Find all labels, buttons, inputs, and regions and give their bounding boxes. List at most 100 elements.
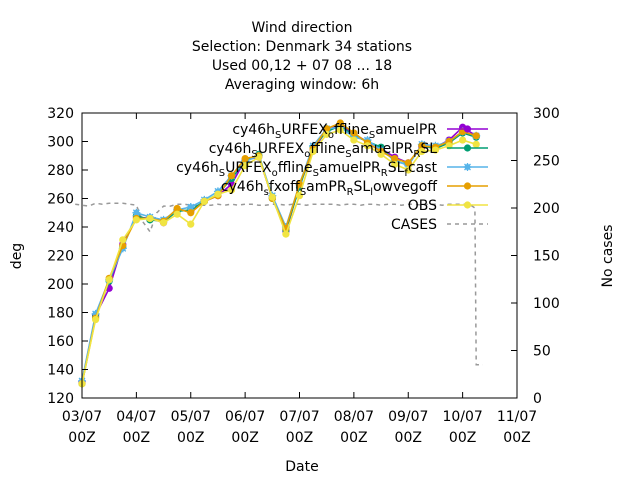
- legend-entry-label: CASES: [391, 217, 437, 233]
- series-cy46h-surfex-offline-samuelpr-rsl-fcast-point: [463, 163, 472, 171]
- series-layer: [75, 119, 483, 388]
- title-line: Used 00,12 + 07 08 ... 18: [212, 58, 392, 74]
- y-tick-label: 180: [47, 306, 74, 322]
- x-axis-label: Date: [285, 459, 318, 475]
- x-tick-label-date: 03/07: [62, 409, 102, 425]
- series-obs-point: [459, 136, 467, 144]
- title-line: Selection: Denmark 34 stations: [192, 39, 412, 55]
- series-obs-point: [350, 136, 358, 144]
- series-cy46h-surfex-offline-samuelpr-point: [463, 125, 472, 133]
- y2-tick-label: 150: [533, 249, 560, 265]
- y-tick-label: 240: [47, 220, 74, 236]
- series-obs-point: [363, 142, 372, 150]
- series-obs-point: [159, 219, 168, 227]
- series-obs-point: [472, 140, 480, 148]
- series-cases-line: [75, 202, 483, 366]
- series-obs-point: [377, 150, 385, 158]
- series-cy46h-sfxoff-sampr-rsl-lowvegoff-point: [418, 142, 426, 150]
- series-obs-point: [309, 147, 317, 156]
- x-tick-label-date: 09/07: [388, 409, 428, 425]
- y2-axis-label: No cases: [600, 225, 616, 288]
- y2-tick-label: 300: [533, 106, 560, 122]
- series-obs-point: [431, 146, 440, 154]
- series-obs-point: [132, 216, 140, 224]
- series-obs-point: [463, 201, 472, 209]
- x-axis: 03/07 00Z 04/07 00Z 05/07 00Z 06/07 00Z 07/07 00Z…: [62, 113, 537, 446]
- y-tick-label: 300: [47, 135, 74, 151]
- x-tick-label-date: 07/07: [279, 409, 319, 425]
- y2-tick-label: 100: [533, 296, 560, 312]
- y-tick-label: 140: [47, 363, 74, 379]
- x-tick-label-hour: 00Z: [395, 430, 422, 446]
- title-line: Wind direction: [252, 20, 353, 36]
- series-cy46h-sfxoff-sampr-rsl-lowvegoff-point: [336, 119, 344, 127]
- series-obs-point: [418, 147, 426, 156]
- legend: cy46hSURFEXofflineSamuelPRcy46hSURFEXoff…: [176, 122, 488, 233]
- legend-entry-label: cy46hsfxoffSamPRRSLlowvegoff: [221, 179, 437, 198]
- x-tick-label-date: 06/07: [225, 409, 265, 425]
- series-obs-point: [268, 193, 276, 201]
- series-obs-point: [105, 276, 113, 284]
- legend-entry-label: cy46hSURFEXofflineSamuelPR: [232, 122, 437, 141]
- x-tick-label-hour: 00Z: [177, 430, 204, 446]
- series-cy46h-sfxoff-sampr-rsl-lowvegoff-point: [391, 155, 399, 163]
- x-tick-label-date: 04/07: [116, 409, 156, 425]
- series-obs-point: [404, 166, 412, 174]
- x-tick-label-hour: 00Z: [286, 430, 313, 446]
- y-axis-left: 120 140 160 180 200 220 240 260 280 300 320: [47, 106, 88, 407]
- x-tick-label-date: 05/07: [171, 409, 211, 425]
- series-cy46h-sfxoff-sampr-rsl-lowvegoff-point: [187, 209, 195, 217]
- x-tick-label-date: 11/07: [497, 409, 537, 425]
- x-tick-label-hour: 00Z: [449, 430, 476, 446]
- y-tick-label: 220: [47, 249, 74, 265]
- series-cy46h-sfxoff-sampr-rsl-lowvegoff-point: [173, 204, 181, 213]
- y-tick-label: 320: [47, 106, 74, 122]
- y-tick-label: 260: [47, 192, 74, 208]
- series-cy46h-sfxoff-sampr-rsl-lowvegoff-point: [241, 155, 249, 163]
- y2-tick-label: 250: [533, 154, 560, 170]
- series-obs-point: [173, 210, 181, 218]
- series-cy46h-sfxoff-sampr-rsl-lowvegoff-point: [323, 125, 331, 133]
- y-tick-label: 120: [47, 391, 74, 407]
- series-obs-point: [146, 214, 154, 223]
- x-tick-label-hour: 00Z: [68, 430, 95, 446]
- series-cy46h-surfex-offline-samuelpr-rsl-fcast-point: [186, 203, 195, 212]
- chart-title: Wind direction Selection: Denmark 34 stat…: [192, 20, 412, 93]
- y-tick-label: 160: [47, 334, 74, 350]
- series-cy46h-sfxoff-sampr-rsl-lowvegoff-point: [350, 129, 358, 137]
- series-cy46h-sfxoff-sampr-rsl-lowvegoff-point: [463, 182, 472, 190]
- x-tick-label-hour: 00Z: [503, 430, 530, 446]
- y2-tick-label: 0: [533, 391, 542, 407]
- series-obs-point: [119, 236, 127, 244]
- series-obs-point: [323, 130, 331, 138]
- series-cy46h-surfex-offline-samuelpr-rsl-fcast-point: [132, 208, 141, 217]
- y-axis-label: deg: [9, 243, 25, 269]
- x-tick-label-hour: 00Z: [231, 430, 258, 446]
- series-cy46h-sfxoff-sampr-rsl-lowvegoff-point: [227, 172, 236, 180]
- y2-tick-label: 50: [533, 344, 551, 360]
- y-axis-right: 0 50 100 150 200 250 300: [511, 106, 560, 407]
- series-cy46h-surfex-offline-samuelpr-rsl-point: [463, 144, 472, 152]
- series-obs-point: [282, 230, 290, 238]
- series-obs-point: [295, 192, 304, 200]
- x-tick-label-hour: 00Z: [340, 430, 367, 446]
- series-obs-point: [241, 162, 249, 170]
- legend-entry-label: OBS: [408, 198, 437, 214]
- series-obs-point: [214, 190, 222, 198]
- series-cy46h-sfxoff-sampr-rsl-lowvegoff-point: [472, 132, 480, 140]
- y-tick-label: 280: [47, 163, 74, 179]
- series-obs-point: [187, 220, 195, 228]
- title-line: Averaging window: 6h: [225, 77, 379, 93]
- legend-entry-label: cy46hSURFEXofflineSamuelPRRSLfcast: [176, 160, 437, 179]
- series-cy46h-sfxoff-sampr-rsl-lowvegoff-point: [295, 180, 304, 188]
- series-obs-point: [227, 186, 236, 194]
- series-cy46h-sfxoff-sampr-rsl-lowvegoff-point: [404, 159, 412, 167]
- x-tick-label-date: 10/07: [442, 409, 482, 425]
- y-tick-label: 200: [47, 277, 74, 293]
- series-obs-point: [336, 126, 344, 134]
- series-obs-point: [200, 197, 208, 205]
- x-tick-label-hour: 00Z: [123, 430, 150, 446]
- x-tick-label-date: 08/07: [334, 409, 374, 425]
- legend-entry-label: cy46hSURFEXofflineSamuelPRRSL: [209, 141, 438, 160]
